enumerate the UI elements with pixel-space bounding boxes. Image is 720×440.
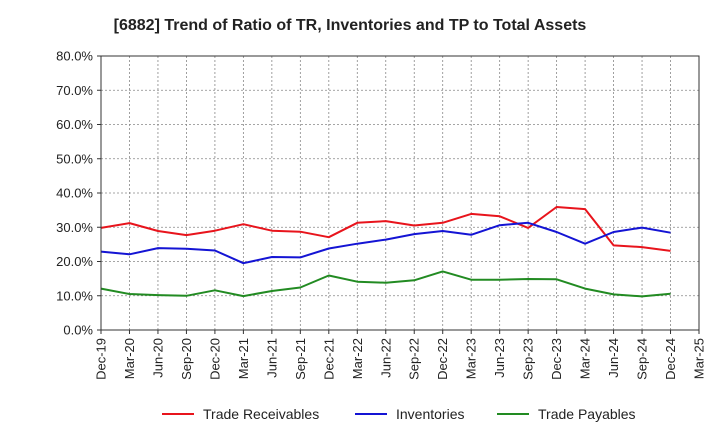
x-axis-ticks: Dec-19 Mar-20 Jun-20 Sep-20 Dec-20 Mar-21 Jun-… — [94, 330, 707, 380]
x-tick-label: Sep-24 — [635, 338, 650, 380]
legend-label: Trade Receivables — [203, 406, 319, 422]
y-tick-label: 20.0% — [56, 254, 93, 269]
x-tick-label: Mar-21 — [236, 338, 251, 379]
chart-title: [6882] Trend of Ratio of TR, Inventories… — [114, 17, 587, 34]
x-tick-label: Jun-20 — [150, 338, 165, 378]
y-tick-label: 80.0% — [56, 49, 93, 64]
x-tick-label: Sep-21 — [293, 338, 308, 380]
x-tick-label: Sep-22 — [407, 338, 422, 380]
x-tick-label: Dec-19 — [94, 338, 109, 380]
y-tick-label: 70.0% — [56, 83, 93, 98]
x-tick-label: Jun-24 — [606, 338, 621, 378]
series-line — [100, 221, 671, 265]
legend: Trade Receivables Inventories Trade Payabl… — [162, 406, 636, 422]
x-tick-label: Dec-21 — [321, 338, 336, 380]
legend-label: Inventories — [396, 406, 464, 422]
x-tick-label: Mar-22 — [350, 338, 365, 379]
series-line — [100, 270, 671, 298]
x-tick-label: Mar-20 — [122, 338, 137, 379]
y-tick-label: 40.0% — [56, 186, 93, 201]
x-tick-label: Jun-22 — [378, 338, 393, 378]
x-tick-label: Jun-23 — [492, 338, 507, 378]
plot-frame — [100, 55, 700, 331]
x-tick-label: Dec-20 — [207, 338, 222, 380]
grid-lines — [101, 56, 699, 330]
x-tick-label: Mar-23 — [464, 338, 479, 379]
x-tick-label: Dec-22 — [435, 338, 450, 380]
x-tick-label: Sep-20 — [179, 338, 194, 380]
series-line — [100, 206, 671, 252]
y-tick-label: 10.0% — [56, 288, 93, 303]
y-tick-label: 30.0% — [56, 220, 93, 235]
y-tick-label: 50.0% — [56, 151, 93, 166]
x-tick-label: Mar-25 — [692, 338, 707, 379]
x-tick-label: Mar-24 — [578, 338, 593, 379]
x-tick-label: Jun-21 — [264, 338, 279, 378]
y-axis-ticks: 0.0% 10.0% 20.0% 30.0% 40.0% 50.0% 60.0% 70.0% 8… — [56, 49, 101, 338]
legend-label: Trade Payables — [538, 406, 636, 422]
y-tick-label: 60.0% — [56, 117, 93, 132]
y-tick-label: 0.0% — [63, 323, 93, 338]
x-tick-label: Dec-23 — [549, 338, 564, 380]
series-lines — [100, 206, 671, 298]
x-tick-label: Dec-24 — [663, 338, 678, 380]
x-tick-label: Sep-23 — [521, 338, 536, 380]
